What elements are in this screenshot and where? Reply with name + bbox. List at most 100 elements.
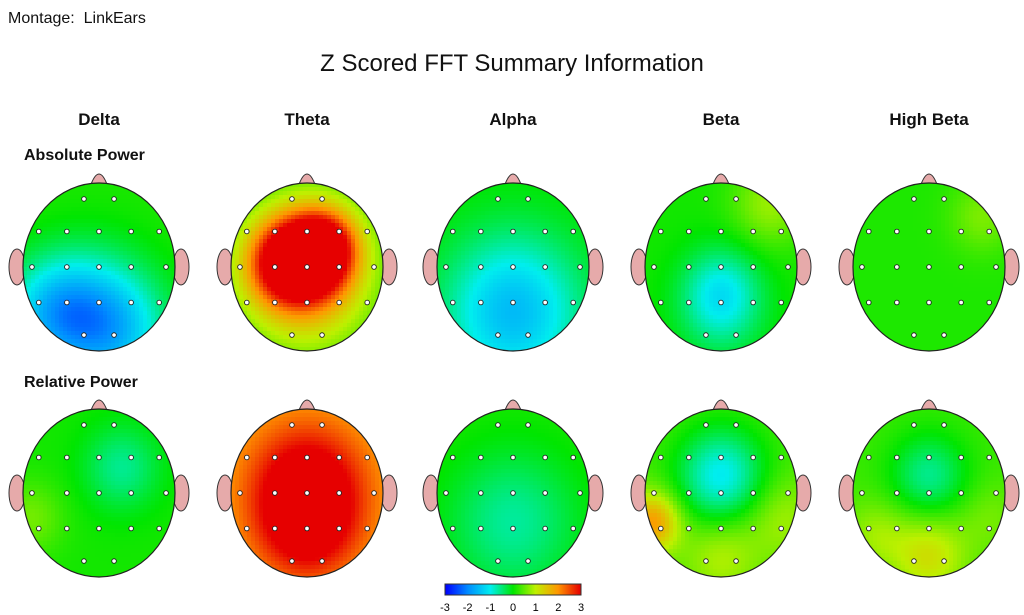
electrode-marker <box>29 264 35 270</box>
electrode-marker <box>750 228 756 235</box>
electrode-marker <box>941 422 947 428</box>
electrode-marker <box>156 525 162 532</box>
electrode-marker <box>237 490 243 496</box>
electrode-marker <box>237 264 243 270</box>
electrode-marker <box>111 422 117 428</box>
electrode-marker <box>894 264 900 270</box>
row-label-relative-power: Relative Power <box>24 374 138 391</box>
electrode-marker <box>718 525 724 532</box>
colorbar-tick-label: -3 <box>440 602 450 614</box>
electrode-marker <box>958 454 964 461</box>
electrode-marker <box>718 264 724 270</box>
electrode-marker <box>319 422 325 428</box>
electrode-marker <box>36 228 42 235</box>
electrode-marker <box>926 525 932 532</box>
electrode-marker <box>570 454 576 461</box>
electrode-marker <box>703 558 709 564</box>
electrode-marker <box>450 525 456 532</box>
chart-title: Z Scored FFT Summary Information <box>320 50 704 77</box>
electrode-marker <box>958 525 964 532</box>
electrode-marker <box>778 454 784 461</box>
electrode-marker <box>686 490 692 496</box>
heat-field <box>23 183 175 351</box>
electrode-marker <box>81 558 87 564</box>
electrode-marker <box>289 558 295 564</box>
electrode-marker <box>64 490 70 496</box>
electrode-marker <box>336 299 342 306</box>
electrode-marker <box>926 490 932 496</box>
electrode-marker <box>542 454 548 461</box>
electrode-marker <box>272 299 278 306</box>
band-label-beta: Beta <box>702 110 740 129</box>
electrode-marker <box>686 228 692 235</box>
electrode-marker <box>163 490 169 496</box>
electrode-marker <box>64 525 70 532</box>
head-map-alpha-relative <box>422 399 604 578</box>
electrode-marker <box>64 228 70 235</box>
electrode-marker <box>718 490 724 496</box>
electrode-marker <box>319 196 325 202</box>
electrode-marker <box>718 228 724 235</box>
electrode-marker <box>542 264 548 270</box>
electrode-marker <box>304 299 310 306</box>
electrode-marker <box>336 490 342 496</box>
electrode-marker <box>289 196 295 202</box>
electrode-marker <box>510 454 516 461</box>
electrode-marker <box>272 454 278 461</box>
electrode-marker <box>156 299 162 306</box>
electrode-marker <box>733 196 739 202</box>
electrode-marker <box>894 454 900 461</box>
row-label-absolute-power: Absolute Power <box>24 147 145 164</box>
electrode-marker <box>958 228 964 235</box>
electrode-marker <box>778 525 784 532</box>
heat-field <box>645 409 797 577</box>
electrode-marker <box>304 454 310 461</box>
electrode-marker <box>495 558 501 564</box>
electrode-marker <box>703 332 709 338</box>
electrode-marker <box>941 196 947 202</box>
electrode-marker <box>111 558 117 564</box>
electrode-marker <box>941 332 947 338</box>
electrode-marker <box>785 490 791 496</box>
electrode-marker <box>128 299 134 306</box>
electrode-marker <box>450 228 456 235</box>
electrode-marker <box>96 490 102 496</box>
electrode-marker <box>364 228 370 235</box>
electrode-marker <box>926 299 932 306</box>
electrode-marker <box>577 264 583 270</box>
electrode-marker <box>111 196 117 202</box>
electrode-marker <box>244 299 250 306</box>
electrode-marker <box>289 422 295 428</box>
electrode-marker <box>733 558 739 564</box>
electrode-marker <box>371 264 377 270</box>
electrode-marker <box>510 299 516 306</box>
band-label-alpha: Alpha <box>489 110 537 129</box>
electrode-marker <box>244 454 250 461</box>
electrode-marker <box>156 454 162 461</box>
electrode-marker <box>658 299 664 306</box>
head-map-beta-absolute <box>630 173 812 352</box>
electrode-marker <box>478 454 484 461</box>
heat-field <box>853 183 1005 351</box>
color-scale-legend: -3 -2 -1 0 1 2 3 <box>440 583 584 614</box>
electrode-marker <box>570 228 576 235</box>
montage-label: Montage: LinkEars <box>8 10 146 27</box>
electrode-marker <box>926 264 932 270</box>
electrode-marker <box>718 454 724 461</box>
electrode-marker <box>81 422 87 428</box>
electrode-marker <box>64 299 70 306</box>
head-map-delta-absolute <box>8 173 190 352</box>
electrode-marker <box>993 490 999 496</box>
electrode-marker <box>658 525 664 532</box>
electrode-marker <box>128 264 134 270</box>
electrode-marker <box>36 454 42 461</box>
electrode-marker <box>495 332 501 338</box>
electrode-marker <box>319 558 325 564</box>
electrode-marker <box>941 558 947 564</box>
electrode-marker <box>986 454 992 461</box>
electrode-marker <box>81 196 87 202</box>
electrode-marker <box>163 264 169 270</box>
colorbar-tick-label: -1 <box>485 602 495 614</box>
electrode-marker <box>29 490 35 496</box>
electrode-marker <box>510 490 516 496</box>
